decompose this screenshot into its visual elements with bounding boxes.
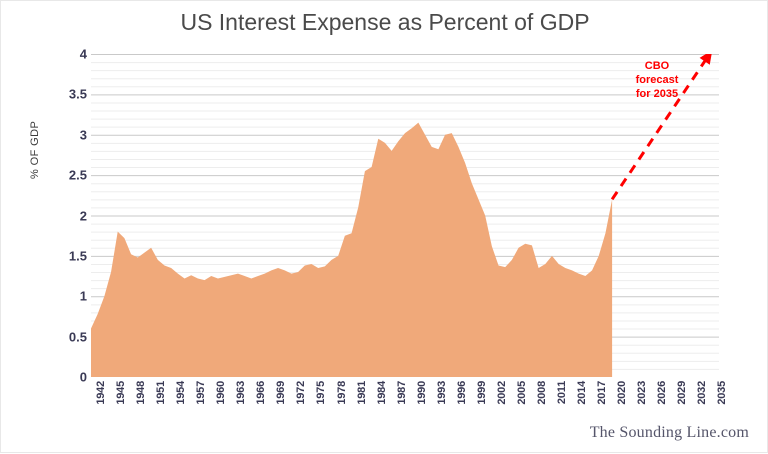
y-axis-tick-1: 1	[79, 288, 87, 304]
watermark: The Sounding Line.com	[589, 424, 749, 441]
y-axis-tick-4: 4	[79, 46, 87, 62]
x-axis-tick-2035: 2035	[716, 381, 729, 405]
x-axis-tick-2020: 2020	[616, 381, 629, 405]
x-axis-tick-1984: 1984	[375, 381, 388, 405]
chart-canvas	[91, 54, 719, 377]
x-axis-tick-1960: 1960	[215, 381, 228, 405]
y-axis-tick-labels: 0 0.5 1 1.5 2 2.5 3 3.5 4	[43, 1, 87, 454]
cbo-forecast-line-1: CBO	[644, 60, 670, 72]
x-axis-tick-1945: 1945	[115, 381, 128, 405]
cbo-forecast-label: CBO forecast for 2035	[625, 59, 689, 101]
x-axis-tick-1990: 1990	[415, 381, 428, 405]
x-axis-tick-1966: 1966	[255, 381, 268, 405]
x-axis-tick-1996: 1996	[455, 381, 468, 405]
y-axis-tick-1.5: 1.5	[68, 248, 87, 264]
x-axis-tick-2014: 2014	[576, 381, 589, 405]
x-axis-tick-1963: 1963	[235, 381, 248, 405]
chart-title: US Interest Expense as Percent of GDP	[180, 9, 590, 35]
x-axis-tick-1951: 1951	[155, 381, 168, 405]
x-axis-tick-1948: 1948	[135, 381, 148, 405]
cbo-forecast-line-2: forecast	[635, 74, 679, 86]
x-axis-tick-2029: 2029	[676, 381, 689, 405]
y-axis-tick-0.5: 0.5	[68, 329, 87, 345]
x-axis-tick-2023: 2023	[636, 381, 649, 405]
y-axis-tick-2.5: 2.5	[68, 167, 87, 183]
x-axis-tick-1993: 1993	[435, 381, 448, 405]
y-axis-tick-3: 3	[79, 127, 87, 143]
area-series-us-interest-expense	[91, 122, 613, 377]
x-axis-tick-2005: 2005	[515, 381, 528, 405]
x-axis-tick-1957: 1957	[195, 381, 208, 405]
x-axis-tick-1987: 1987	[395, 381, 408, 405]
x-axis-tick-1978: 1978	[335, 381, 348, 405]
x-axis-tick-1942: 1942	[95, 381, 107, 405]
x-axis-tick-2008: 2008	[535, 381, 548, 405]
x-axis-tick-2002: 2002	[495, 381, 508, 405]
plot-area	[91, 54, 719, 377]
x-axis-tick-2032: 2032	[696, 381, 709, 405]
y-axis-tick-3.5: 3.5	[68, 86, 87, 102]
x-axis-tick-1972: 1972	[295, 381, 308, 405]
cbo-forecast-arrow	[610, 54, 712, 201]
x-axis-tick-2017: 2017	[596, 381, 609, 405]
x-axis-tick-1954: 1954	[175, 381, 188, 405]
x-axis-tick-1975: 1975	[315, 381, 328, 405]
x-axis-tick-1969: 1969	[275, 381, 288, 405]
y-axis-title: % OF GDP	[29, 120, 41, 179]
x-axis-tick-1999: 1999	[475, 381, 488, 405]
cbo-forecast-line-3: for 2035	[635, 88, 679, 100]
x-axis-tick-2011: 2011	[555, 381, 568, 405]
y-axis-tick-2: 2	[79, 208, 87, 223]
y-axis-tick-0: 0	[79, 369, 87, 385]
x-axis-tick-2026: 2026	[656, 381, 669, 405]
x-axis-tick-1981: 1981	[355, 381, 368, 405]
